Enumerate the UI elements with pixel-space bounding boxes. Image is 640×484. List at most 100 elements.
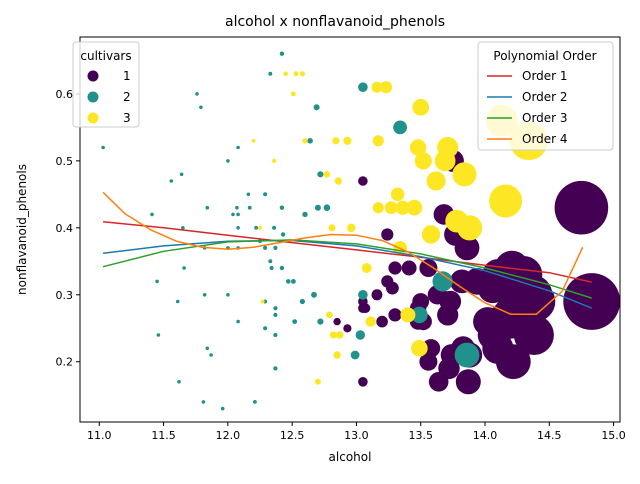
data-point-cultivar-2 xyxy=(286,279,291,284)
data-point-cultivar-3 xyxy=(333,351,341,359)
data-point-cultivar-3 xyxy=(457,215,483,241)
x-tick-label: 13.0 xyxy=(344,429,369,442)
data-point-cultivar-2 xyxy=(226,159,230,163)
data-point-cultivar-2 xyxy=(236,319,240,324)
legend-marker-cultivar-2 xyxy=(87,91,99,103)
data-point-cultivar-2 xyxy=(292,319,298,324)
fit-curve-order-1 xyxy=(103,221,592,283)
data-point-cultivar-1 xyxy=(454,235,480,261)
data-point-cultivar-3 xyxy=(406,199,423,216)
plot-frame xyxy=(79,36,621,423)
x-tick-label: 11.0 xyxy=(87,429,112,442)
x-tick-label: 13.5 xyxy=(408,429,433,442)
data-point-cultivar-3 xyxy=(390,187,405,202)
data-point-cultivar-1 xyxy=(343,324,352,333)
data-point-cultivar-2 xyxy=(246,192,251,197)
data-point-cultivar-2 xyxy=(273,366,278,371)
data-point-cultivar-1 xyxy=(360,303,371,314)
data-point-cultivar-3 xyxy=(343,136,352,145)
data-point-cultivar-1 xyxy=(554,180,609,235)
data-point-cultivar-2 xyxy=(323,204,331,211)
data-point-cultivar-1 xyxy=(376,315,388,328)
data-point-cultivar-1 xyxy=(412,293,430,310)
data-point-cultivar-3 xyxy=(302,138,308,144)
data-point-cultivar-3 xyxy=(328,224,336,232)
data-point-cultivar-2 xyxy=(205,346,210,351)
data-point-cultivar-2 xyxy=(247,205,252,210)
legend-cultivars-box xyxy=(72,41,140,128)
data-point-cultivar-2 xyxy=(263,192,268,197)
data-point-cultivar-3 xyxy=(361,263,372,273)
points-layer xyxy=(101,51,621,411)
data-point-cultivar-3 xyxy=(365,316,376,327)
data-point-cultivar-3 xyxy=(299,71,305,77)
y-tick-label: 0.5 xyxy=(56,155,74,168)
data-point-cultivar-3 xyxy=(323,171,331,178)
data-point-cultivar-2 xyxy=(454,342,480,368)
data-point-cultivar-2 xyxy=(273,332,278,338)
data-point-cultivar-2 xyxy=(313,104,320,111)
data-point-cultivar-2 xyxy=(235,205,239,210)
axes-layer: 11.0 11.5 12.0 12.5 13.0 13.5 14.0 14.5 15.0 0.2 0… xyxy=(56,88,626,442)
legend-label-cultivar-2: 2 xyxy=(123,90,131,104)
data-point-cultivar-2 xyxy=(220,406,225,411)
data-point-cultivar-3 xyxy=(414,152,432,170)
data-point-cultivar-2 xyxy=(181,226,185,230)
data-point-cultivar-2 xyxy=(175,299,180,304)
data-point-cultivar-3 xyxy=(314,378,321,385)
data-point-cultivar-2 xyxy=(299,298,305,305)
x-tick-label: 12.0 xyxy=(216,429,241,442)
data-point-cultivar-1 xyxy=(421,339,441,358)
data-point-cultivar-2 xyxy=(263,245,268,250)
data-point-cultivar-2 xyxy=(209,353,213,357)
x-tick-label: 15.0 xyxy=(601,429,626,442)
data-point-cultivar-1 xyxy=(371,289,383,301)
legend-marker-cultivar-3 xyxy=(87,112,99,124)
data-point-cultivar-2 xyxy=(101,145,105,150)
data-point-cultivar-2 xyxy=(355,330,365,340)
fit-curve-order-4 xyxy=(102,191,584,315)
legend-polynomial-box xyxy=(477,41,614,151)
data-point-cultivar-1 xyxy=(419,259,438,277)
data-point-cultivar-2 xyxy=(273,245,278,250)
data-point-cultivar-3 xyxy=(329,331,337,339)
data-point-cultivar-2 xyxy=(195,92,199,96)
legend-label-order-3: Order 3 xyxy=(522,111,568,125)
data-point-cultivar-2 xyxy=(182,266,186,270)
data-point-cultivar-2 xyxy=(302,211,308,218)
data-point-cultivar-3 xyxy=(335,331,344,339)
legend-label-order-1: Order 1 xyxy=(522,69,568,83)
data-point-cultivar-3 xyxy=(283,71,289,77)
x-tick-label: 12.5 xyxy=(280,429,305,442)
y-tick-label: 0.3 xyxy=(56,289,74,302)
data-point-cultivar-2 xyxy=(155,279,159,284)
data-point-cultivar-2 xyxy=(393,120,407,135)
data-point-cultivar-2 xyxy=(358,290,368,300)
data-point-cultivar-2 xyxy=(317,318,324,325)
data-point-cultivar-3 xyxy=(395,200,410,215)
data-point-cultivar-1 xyxy=(333,317,341,326)
data-point-cultivar-3 xyxy=(372,202,384,214)
legend-label-order-2: Order 2 xyxy=(522,90,568,104)
data-point-cultivar-3 xyxy=(379,81,393,94)
data-point-cultivar-2 xyxy=(358,82,368,92)
data-point-cultivar-2 xyxy=(263,326,268,331)
data-point-cultivar-2 xyxy=(205,205,210,210)
legend-polynomial-order: Polynomial Order Order 1 Order 2 Order 3 Or… xyxy=(477,41,614,151)
data-point-cultivar-1 xyxy=(495,344,531,380)
fit-curves-layer xyxy=(102,191,592,315)
data-point-cultivar-2 xyxy=(411,306,428,324)
data-point-cultivar-2 xyxy=(432,271,453,292)
data-point-cultivar-2 xyxy=(150,212,154,217)
data-point-cultivar-2 xyxy=(350,350,360,360)
data-point-cultivar-2 xyxy=(307,138,313,144)
legend-label-order-4: Order 4 xyxy=(522,132,568,146)
data-point-cultivar-3 xyxy=(372,135,384,147)
legend-cultivars-title: cultivars xyxy=(80,49,131,63)
data-point-cultivar-2 xyxy=(236,226,240,230)
data-point-cultivar-3 xyxy=(426,171,446,191)
data-point-cultivar-3 xyxy=(400,307,416,323)
data-point-cultivar-1 xyxy=(563,273,621,330)
